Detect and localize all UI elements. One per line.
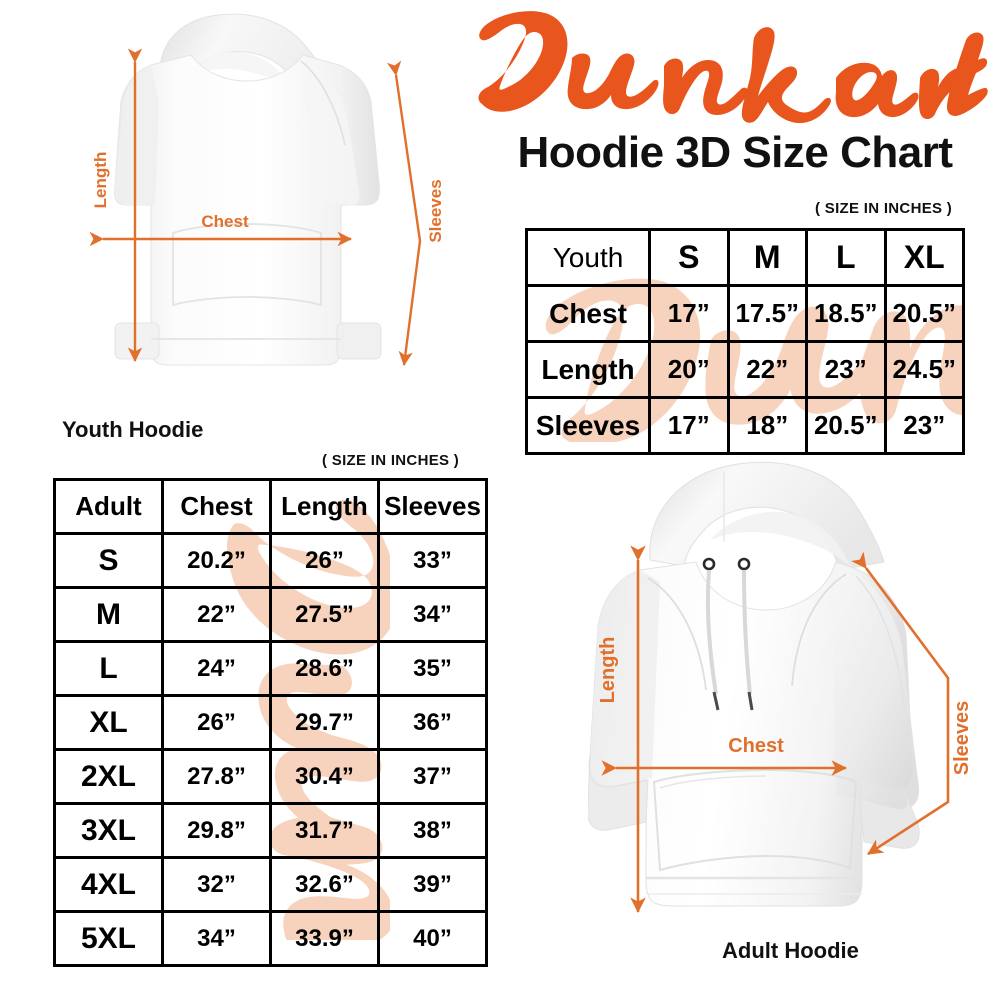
adult-length-3xl: 31.7” (269, 802, 380, 859)
adult-size-table: Adult Chest Length Sleeves S 20.2” 26” 3… (53, 478, 488, 967)
youth-size-table: Youth S M L XL Chest 17” 17.5” 18.5” 20.… (525, 228, 965, 455)
adult-chest-l: 24” (161, 640, 272, 697)
adult-hoodie-caption: Adult Hoodie (722, 938, 859, 963)
adult-sleeves-arrow (851, 551, 950, 856)
adult-chest-s: 20.2” (161, 532, 272, 589)
youth-length-m: 22” (726, 340, 808, 399)
youth-chest-s: 17” (648, 284, 730, 343)
youth-chest-xl: 20.5” (883, 284, 965, 343)
dunkare-logo (468, 8, 988, 128)
adult-size-l: L (53, 640, 164, 697)
youth-sleeves-arrow (386, 60, 422, 366)
youth-size-l: L (805, 228, 887, 287)
table-row: L 24” 28.6” 35” (53, 640, 488, 697)
adult-sleeves-2xl: 37” (377, 748, 488, 805)
youth-row-label-length: Length (525, 340, 651, 399)
adult-sleeves-4xl: 39” (377, 856, 488, 913)
table-row: Length 20” 22” 23” 24.5” (525, 340, 965, 399)
adult-size-3xl: 3XL (53, 802, 164, 859)
adult-sleeves-m: 34” (377, 586, 488, 643)
youth-size-xl: XL (883, 228, 965, 287)
youth-length-label: Length (91, 152, 110, 209)
adult-col-header-chest: Chest (161, 478, 272, 535)
adult-length-label: Length (597, 637, 619, 704)
adult-length-xl: 29.7” (269, 694, 380, 751)
adult-chest-5xl: 34” (161, 910, 272, 967)
adult-size-unit-note: ( SIZE IN INCHES ) (322, 452, 460, 469)
youth-length-l: 23” (805, 340, 887, 399)
youth-chest-l: 18.5” (805, 284, 887, 343)
adult-col-header-sleeves: Sleeves (377, 478, 488, 535)
table-row: Sleeves 17” 18” 20.5” 23” (525, 396, 965, 455)
adult-chest-4xl: 32” (161, 856, 272, 913)
youth-sleeves-xl: 23” (883, 396, 965, 455)
youth-hoodie-caption: Youth Hoodie (62, 417, 204, 442)
youth-row-label-chest: Chest (525, 284, 651, 343)
adult-col-header-length: Length (269, 478, 380, 535)
adult-size-4xl: 4XL (53, 856, 164, 913)
youth-chest-m: 17.5” (726, 284, 808, 343)
youth-corner-label: Youth (525, 228, 651, 287)
table-row: 5XL 34” 33.9” 40” (53, 910, 488, 967)
adult-length-4xl: 32.6” (269, 856, 380, 913)
youth-sleeves-s: 17” (648, 396, 730, 455)
adult-sleeves-s: 33” (377, 532, 488, 589)
adult-sleeves-xl: 36” (377, 694, 488, 751)
adult-hoodie-illustration: Length Chest Sleeves (587, 450, 988, 935)
adult-chest-label: Chest (728, 735, 784, 757)
adult-col-header-size: Adult (53, 478, 164, 535)
youth-sleeves-label: Sleeves (426, 179, 445, 242)
adult-length-l: 28.6” (269, 640, 380, 697)
adult-length-2xl: 30.4” (269, 748, 380, 805)
adult-chest-3xl: 29.8” (161, 802, 272, 859)
youth-size-m: M (726, 228, 808, 287)
adult-sleeves-3xl: 38” (377, 802, 488, 859)
table-row: 2XL 27.8” 30.4” 37” (53, 748, 488, 805)
adult-chest-2xl: 27.8” (161, 748, 272, 805)
youth-length-xl: 24.5” (883, 340, 965, 399)
table-row: M 22” 27.5” 34” (53, 586, 488, 643)
adult-chest-m: 22” (161, 586, 272, 643)
youth-sleeves-m: 18” (726, 396, 808, 455)
adult-size-5xl: 5XL (53, 910, 164, 967)
youth-sleeves-l: 20.5” (805, 396, 887, 455)
youth-chest-label: Chest (201, 212, 249, 231)
table-row: 3XL 29.8” 31.7” 38” (53, 802, 488, 859)
adult-sleeves-l: 35” (377, 640, 488, 697)
adult-length-5xl: 33.9” (269, 910, 380, 967)
adult-size-xl: XL (53, 694, 164, 751)
adult-size-m: M (53, 586, 164, 643)
adult-length-m: 27.5” (269, 586, 380, 643)
adult-length-s: 26” (269, 532, 380, 589)
adult-sleeves-5xl: 40” (377, 910, 488, 967)
table-row: XL 26” 29.7” 36” (53, 694, 488, 751)
adult-size-2xl: 2XL (53, 748, 164, 805)
adult-sleeves-label: Sleeves (951, 701, 973, 776)
youth-size-s: S (648, 228, 730, 287)
table-row: S 20.2” 26” 33” (53, 532, 488, 589)
youth-length-s: 20” (648, 340, 730, 399)
table-row: Chest 17” 17.5” 18.5” 20.5” (525, 284, 965, 343)
table-row-header: Adult Chest Length Sleeves (53, 478, 488, 535)
youth-size-unit-note: ( SIZE IN INCHES ) (815, 200, 953, 217)
adult-chest-xl: 26” (161, 694, 272, 751)
adult-size-s: S (53, 532, 164, 589)
youth-row-label-sleeves: Sleeves (525, 396, 651, 455)
youth-hoodie-illustration: Length Chest Sleeves (55, 5, 455, 410)
page-title: Hoodie 3D Size Chart (517, 128, 953, 177)
table-row: 4XL 32” 32.6” 39” (53, 856, 488, 913)
table-row-header: Youth S M L XL (525, 228, 965, 287)
